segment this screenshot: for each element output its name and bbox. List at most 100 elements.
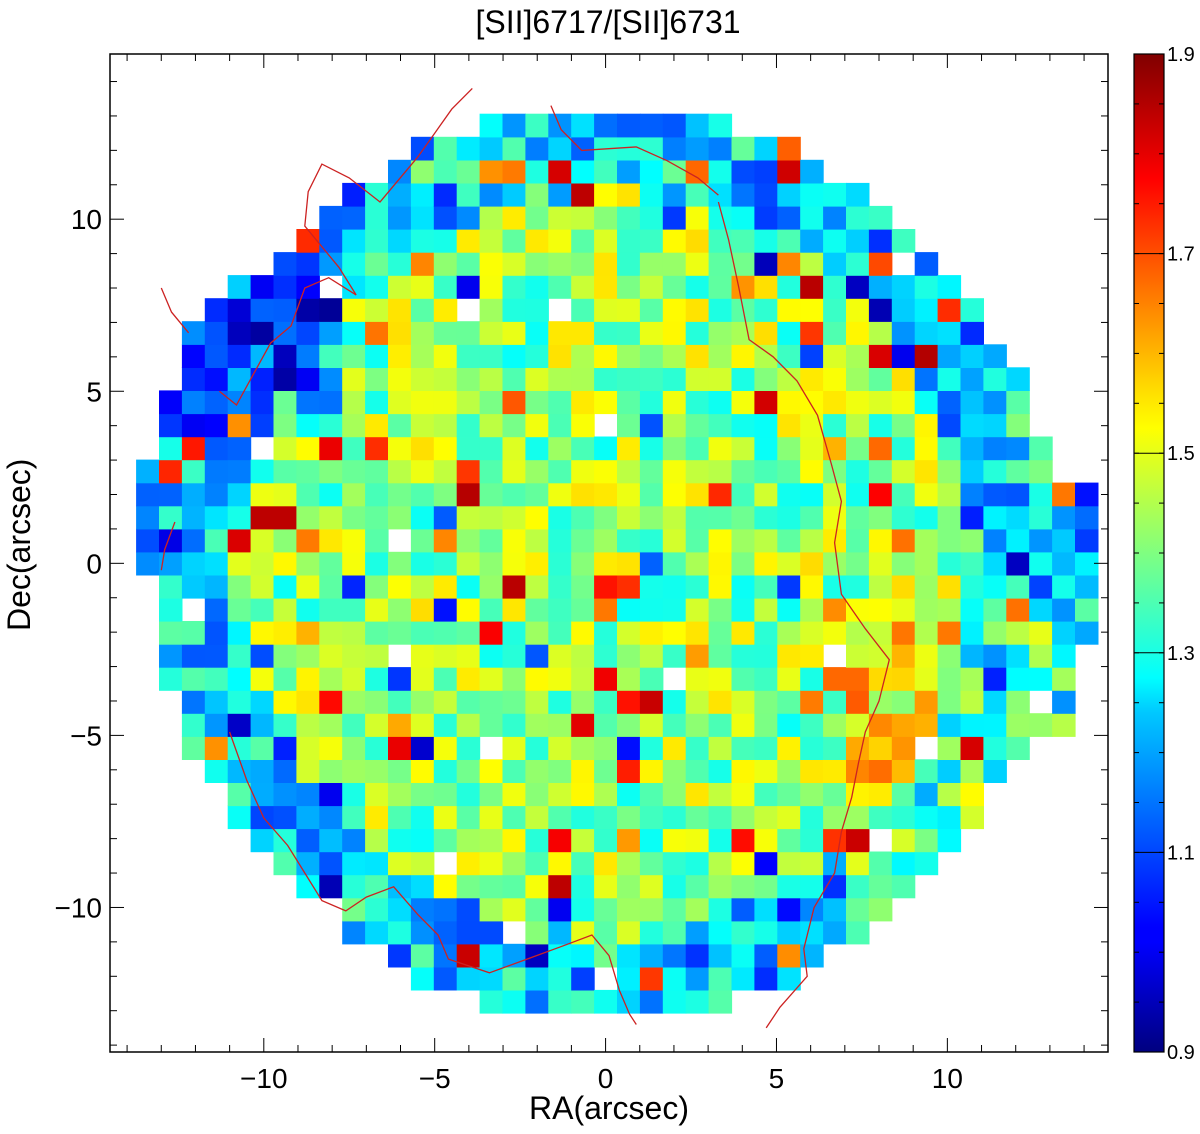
heatmap-cell <box>617 851 641 876</box>
heatmap-cell <box>823 229 847 253</box>
heatmap-cell <box>479 989 504 1014</box>
heatmap-cell <box>731 436 755 461</box>
heatmap-cell <box>479 782 504 807</box>
heatmap-cell <box>662 920 687 945</box>
heatmap-cell <box>708 713 733 737</box>
heatmap-cell <box>365 621 389 645</box>
heatmap-cell <box>388 713 412 737</box>
heatmap-cell <box>891 321 916 345</box>
heatmap-cell <box>548 574 572 599</box>
heatmap-cell <box>662 943 687 968</box>
heatmap-cell <box>502 966 526 991</box>
heatmap-cell <box>754 828 778 853</box>
heatmap-cell <box>800 321 824 345</box>
heatmap-cell <box>777 851 801 876</box>
heatmap-cell <box>388 943 412 968</box>
heatmap-cell <box>479 275 504 299</box>
heatmap-cell <box>662 229 687 253</box>
heatmap-cell <box>754 321 778 345</box>
heatmap-cell <box>731 805 755 830</box>
heatmap-cell <box>914 482 939 507</box>
heatmap-cell <box>502 413 526 438</box>
heatmap-cell <box>456 390 481 415</box>
heatmap-cell <box>708 436 733 461</box>
heatmap-cell <box>983 528 1007 553</box>
heatmap-cell <box>639 136 664 161</box>
heatmap-cell <box>525 321 549 345</box>
heatmap-cell <box>731 229 755 253</box>
heatmap-cell <box>1006 690 1030 714</box>
heatmap-cell <box>571 897 595 922</box>
colorbar-axis: 0.9 1.1 1.3 1.5 1.7 1.9 <box>1134 44 1195 1064</box>
heatmap-cell <box>296 597 320 622</box>
heatmap-cell <box>639 851 664 876</box>
heatmap-cell <box>296 736 320 760</box>
heatmap-cell <box>960 459 984 484</box>
heatmap-cell <box>525 436 549 461</box>
heatmap-cell <box>204 436 229 461</box>
heatmap-cell <box>685 966 710 991</box>
heatmap-cell <box>159 574 183 599</box>
heatmap-cell <box>479 505 504 530</box>
heatmap-cell <box>296 436 320 461</box>
heatmap-cell <box>708 574 733 599</box>
heatmap-cell <box>1052 574 1076 599</box>
heatmap-cell <box>594 690 618 714</box>
heatmap-cell <box>708 182 733 207</box>
heatmap-cell <box>319 482 343 507</box>
heatmap-cell <box>1006 413 1030 438</box>
heatmap-cell <box>502 805 526 830</box>
heatmap-cell <box>914 321 939 345</box>
heatmap-cell <box>685 920 710 945</box>
heatmap-cell <box>273 298 297 322</box>
heatmap-cell <box>754 229 778 253</box>
heatmap-cell <box>685 459 710 484</box>
heatmap-cell <box>800 621 824 645</box>
heatmap-cell <box>639 920 664 945</box>
heatmap-cell <box>433 736 458 760</box>
heatmap-cell <box>617 113 641 138</box>
heatmap-cell <box>479 205 504 230</box>
heatmap-cell <box>754 621 778 645</box>
heatmap-cell <box>502 851 526 876</box>
heatmap-cell <box>777 943 801 968</box>
heatmap-cell <box>1006 736 1030 760</box>
heatmap-cell <box>983 574 1007 599</box>
heatmap-cell <box>685 667 710 691</box>
heatmap-cell <box>800 874 824 899</box>
heatmap-cell <box>685 344 710 368</box>
heatmap-cell <box>960 759 984 783</box>
heatmap-cell <box>868 528 893 553</box>
heatmap-cell <box>410 874 435 899</box>
y-axis-label: Dec(arcsec) <box>1 458 37 631</box>
heatmap-cell <box>846 482 870 507</box>
heatmap-cell <box>388 205 412 230</box>
heatmap-cell <box>685 989 710 1014</box>
heatmap-cell <box>777 713 801 737</box>
heatmap-cell <box>410 436 435 461</box>
heatmap-cell <box>525 528 549 553</box>
heatmap-cell <box>1052 551 1076 576</box>
x-axis-label: RA(arcsec) <box>528 1090 689 1126</box>
heatmap-cell <box>388 182 412 207</box>
heatmap-cell <box>365 828 389 853</box>
heatmap-cell <box>342 551 366 576</box>
heatmap-cell <box>525 159 549 184</box>
heatmap-cell <box>937 298 962 322</box>
heatmap-cell <box>342 252 366 276</box>
heatmap-cell <box>181 367 206 391</box>
heatmap-cell <box>777 298 801 322</box>
heatmap-cell <box>525 275 549 299</box>
heatmap-cell <box>937 390 962 415</box>
heatmap-cell <box>548 482 572 507</box>
heatmap-cell <box>433 482 458 507</box>
heatmap-cell <box>685 597 710 622</box>
heatmap-cell <box>937 621 962 645</box>
heatmap-cell <box>525 182 549 207</box>
heatmap-cell <box>410 367 435 391</box>
heatmap-cell <box>502 574 526 599</box>
heatmap-cell <box>388 298 412 322</box>
heatmap-cell <box>433 690 458 714</box>
heatmap-cell <box>433 920 458 945</box>
